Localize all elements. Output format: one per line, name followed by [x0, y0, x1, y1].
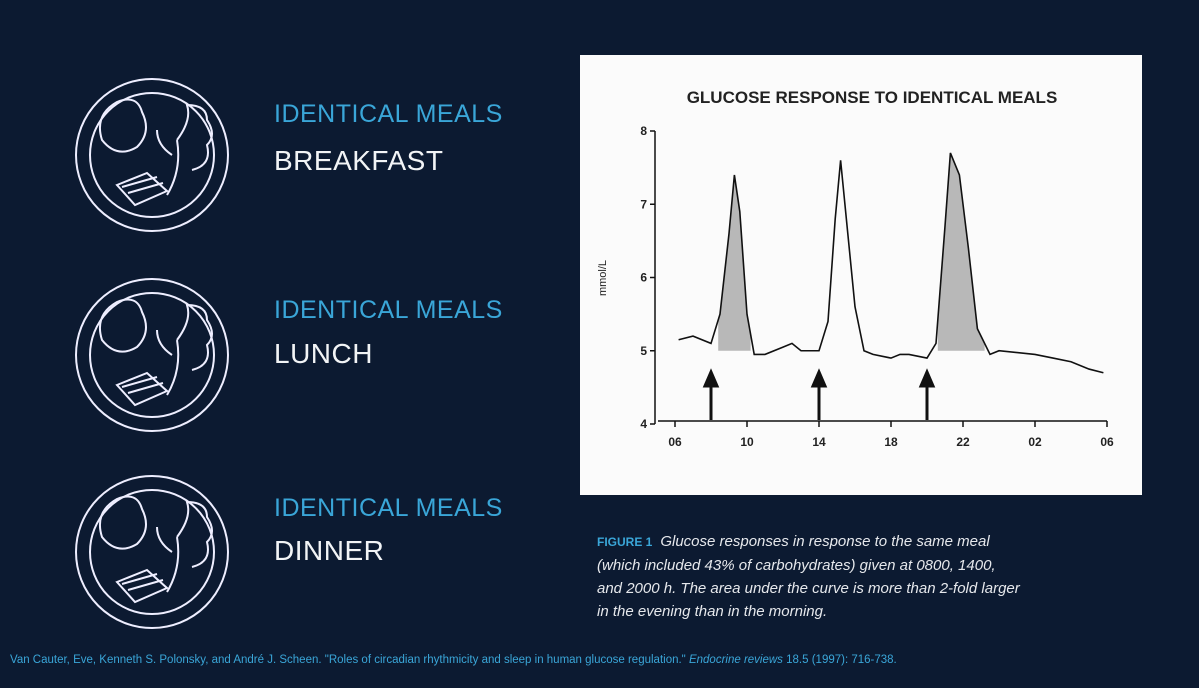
- shaded-area: [718, 174, 751, 351]
- y-tick-label: 5: [640, 344, 647, 358]
- chart-title: GLUCOSE RESPONSE TO IDENTICAL MEALS: [687, 88, 1058, 107]
- citation-text: 18.5 (1997): 716-738.: [786, 654, 897, 666]
- caption-line: and 2000 h. The area under the curve is …: [597, 580, 1020, 597]
- meal-label: IDENTICAL MEALS: [274, 296, 503, 324]
- x-tick-label: 02: [1028, 435, 1042, 449]
- x-tick-label: 06: [1100, 435, 1114, 449]
- y-tick-label: 8: [640, 124, 647, 138]
- x-tick-label: 10: [740, 435, 754, 449]
- y-tick-label: 6: [640, 271, 647, 285]
- citation-journal: Endocrine reviews: [688, 654, 783, 666]
- y-tick-label: 7: [640, 197, 647, 211]
- citation-text: Van Cauter, Eve, Kenneth S. Polonsky, an…: [10, 654, 686, 666]
- meal-label: IDENTICAL MEALS: [274, 100, 503, 128]
- shaded-area: [937, 152, 985, 351]
- meal-name: DINNER: [274, 535, 385, 566]
- caption: FIGURE 1 Glucose responses in response to…: [597, 530, 1020, 623]
- citation: Van Cauter, Eve, Kenneth S. Polonsky, an…: [10, 654, 897, 666]
- plate-icon: [75, 475, 229, 629]
- meal-label: IDENTICAL MEALS: [274, 494, 503, 522]
- chart: GLUCOSE RESPONSE TO IDENTICAL MEALS mmol…: [597, 88, 1114, 449]
- caption-line: (which included 43% of carbohydrates) gi…: [597, 557, 996, 574]
- plate-icon: [75, 278, 229, 432]
- glucose-line: [678, 152, 1104, 374]
- caption-line: Glucose responses in response to the sam…: [660, 533, 990, 550]
- meal-name: LUNCH: [274, 338, 373, 369]
- x-tick-label: 18: [884, 435, 898, 449]
- meal-arrow: [918, 368, 936, 420]
- x-tick-label: 22: [956, 435, 970, 449]
- chart-panel: [580, 55, 1142, 495]
- y-axis-label: mmol/L: [597, 260, 609, 296]
- meal-arrow: [810, 368, 828, 420]
- caption-line: in the evening than in the morning.: [597, 603, 828, 620]
- meal-arrow: [702, 368, 720, 420]
- figure-label: FIGURE 1: [597, 535, 653, 549]
- x-tick-label: 14: [812, 435, 826, 449]
- meal-name: BREAKFAST: [274, 145, 444, 176]
- y-tick-label: 4: [640, 417, 647, 431]
- plate-icon: [75, 78, 229, 232]
- x-tick-label: 06: [668, 435, 682, 449]
